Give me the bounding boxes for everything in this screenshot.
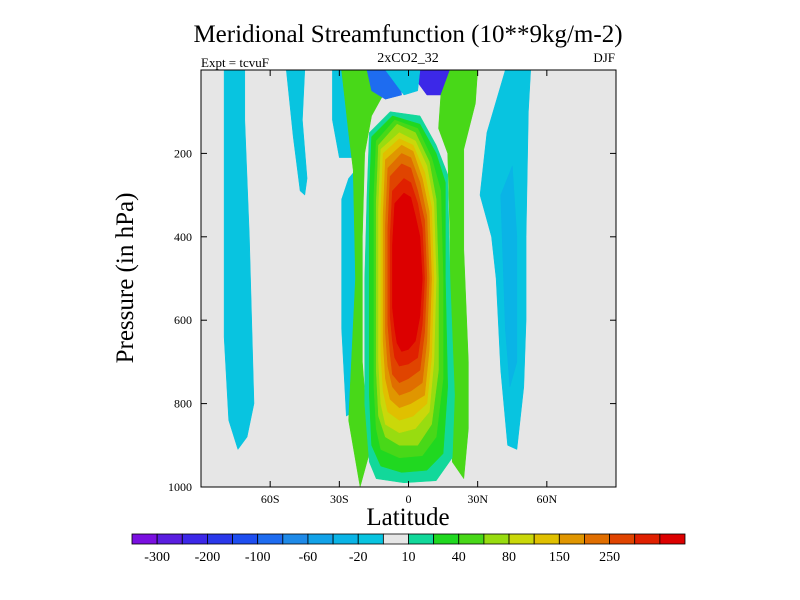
x-tick-label: 60N <box>536 492 557 506</box>
y-tick-label: 200 <box>174 146 192 160</box>
colorbar-tick-label: 150 <box>549 550 570 565</box>
contour-layer <box>223 69 531 488</box>
colorbar-swatch <box>156 533 183 545</box>
colorbar-swatch <box>433 533 460 545</box>
colorbar-tick-label: 40 <box>452 550 466 565</box>
colorbar-swatch <box>458 533 485 545</box>
colorbar-swatch <box>408 533 435 545</box>
x-axis: 60S 30S 0 30N 60N <box>261 70 557 506</box>
chart-subtitle-left: Expt = tcvuF <box>201 55 269 70</box>
colorbar-swatch <box>483 533 510 545</box>
colorbar-swatch <box>508 533 535 545</box>
x-tick-label: 30N <box>467 492 488 506</box>
y-axis: 200 400 600 800 1000 <box>168 146 616 494</box>
colorbar-swatch <box>558 533 585 545</box>
colorbar-swatch <box>282 533 309 545</box>
chart-title: Meridional Streamfunction (10**9kg/m-2) <box>193 21 622 48</box>
colorbar-swatch <box>659 533 686 545</box>
colorbar-tick-label: -100 <box>245 550 271 565</box>
y-tick-label: 1000 <box>168 480 192 494</box>
colorbar-swatch <box>307 533 334 545</box>
x-tick-label: 60S <box>261 492 280 506</box>
chart-subtitle-center: 2xCO2_32 <box>377 51 438 66</box>
colorbar-tick-label: -60 <box>299 550 318 565</box>
chart-subtitle-right: DJF <box>593 50 615 65</box>
colorbar-swatch <box>357 533 384 545</box>
colorbar-swatch <box>634 533 661 545</box>
colorbar-tick-label: -200 <box>195 550 221 565</box>
y-tick-label: 800 <box>174 397 192 411</box>
y-tick-label: 600 <box>174 313 192 327</box>
colorbar-tick-label: 10 <box>402 550 416 565</box>
colorbar-swatch <box>533 533 560 545</box>
colorbar-tick-label: 250 <box>599 550 620 565</box>
colorbar-swatch <box>382 533 409 545</box>
colorbar-tick-label: -300 <box>144 550 170 565</box>
colorbar-swatch <box>181 533 208 545</box>
contour-western-negative-band <box>223 69 255 450</box>
colorbar-tick-label: 80 <box>502 550 516 565</box>
colorbar-swatch <box>257 533 284 545</box>
contour-northern-blue-core <box>500 165 518 388</box>
colorbar-swatch <box>131 533 158 545</box>
colorbar-swatch <box>609 533 636 545</box>
colorbar-swatch <box>584 533 610 545</box>
x-tick-label: 0 <box>406 492 412 506</box>
x-tick-label: 30S <box>330 492 349 506</box>
x-axis-label: Latitude <box>366 504 449 531</box>
colorbar: -300 -200 -100 -60 -20 10 40 80 150 250 <box>131 533 686 565</box>
colorbar-swatch <box>332 533 359 545</box>
colorbar-swatch <box>207 533 233 545</box>
colorbar-swatch <box>232 533 259 545</box>
contour-southern-subtropical-band <box>286 69 308 196</box>
y-axis-label: Pressure (in hPa) <box>112 193 139 364</box>
colorbar-tick-label: -20 <box>349 550 368 565</box>
contour-northern-green-margin <box>438 69 478 479</box>
contour-hadley-cell-core <box>392 192 423 352</box>
y-tick-label: 400 <box>174 230 192 244</box>
